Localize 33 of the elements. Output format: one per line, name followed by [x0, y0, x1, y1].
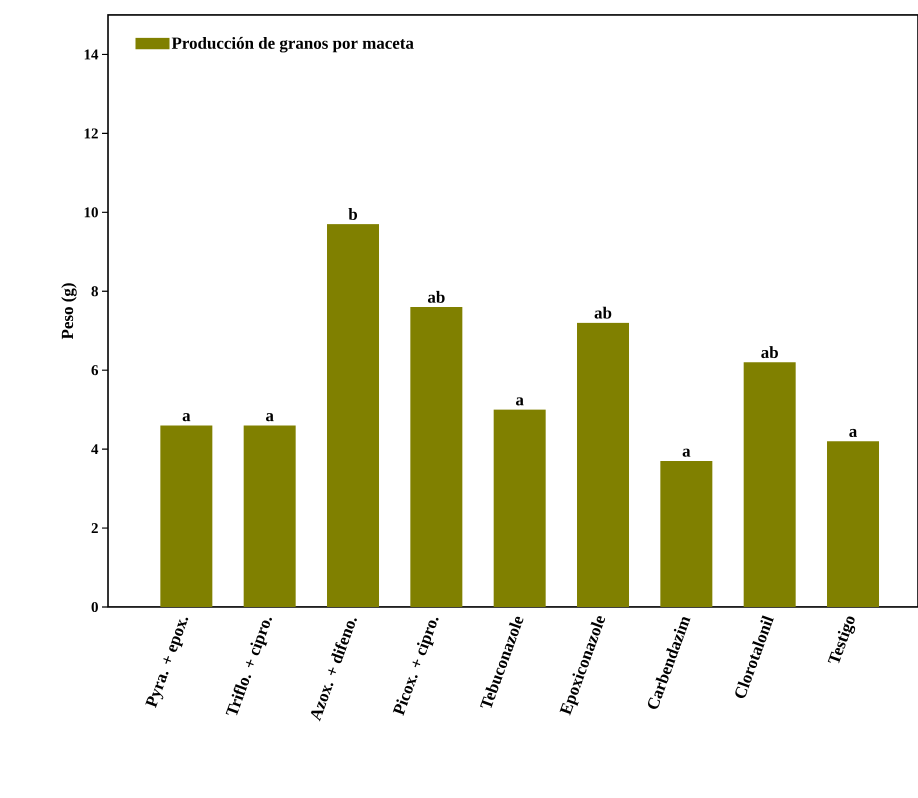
bar — [827, 441, 880, 607]
bar — [244, 425, 296, 607]
y-tick-label: 2 — [92, 523, 98, 533]
annotation: a — [516, 397, 524, 406]
y-tick-label: 4 — [91, 444, 98, 454]
y-tick-label: 14 — [84, 50, 98, 60]
x-tick-label: Picox. + cipro. — [392, 618, 439, 716]
bar — [660, 460, 712, 607]
annotation: a — [266, 413, 274, 422]
annotation: ab — [428, 290, 445, 303]
y-tick-label: 0 — [92, 602, 98, 612]
y-tick-label: 12 — [84, 128, 98, 138]
bar — [494, 410, 546, 607]
annotation: a — [849, 428, 857, 438]
y-tick-label: 10 — [84, 207, 98, 218]
annotation: ab — [761, 346, 778, 358]
y-tick-label: 8 — [92, 286, 98, 296]
bar — [327, 224, 380, 607]
bar — [160, 425, 212, 607]
x-tick-label: Azox. + difeno. — [310, 618, 357, 722]
y-axis-title: Peso (g) — [61, 283, 77, 340]
x-tick-label: Pyra. + epox. — [145, 618, 188, 708]
annotation: a — [682, 448, 690, 457]
annotation: ab — [594, 306, 612, 319]
bar — [410, 307, 462, 607]
annotation: b — [348, 208, 358, 220]
x-tick-label: Testigo — [828, 616, 856, 664]
bar — [577, 322, 630, 607]
x-tick-label: Triflo. + cipro. — [226, 618, 272, 716]
bar — [744, 362, 796, 607]
legend-label: Producción de granos por maceta — [172, 36, 414, 52]
y-tick-label: 6 — [92, 365, 98, 376]
annotation: a — [182, 413, 190, 422]
